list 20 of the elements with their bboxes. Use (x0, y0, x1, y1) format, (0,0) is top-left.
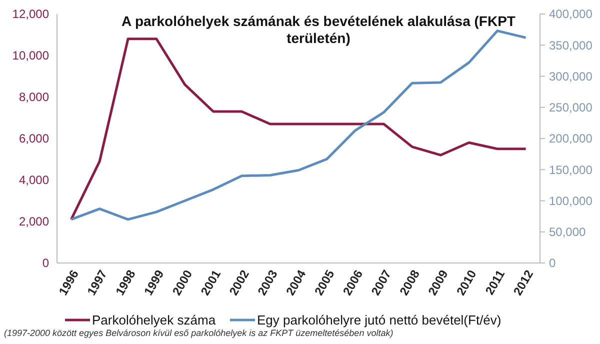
y-tick-label: 12,000 (12, 7, 50, 22)
y-tick-label: 0 (42, 256, 50, 270)
y2-tick-label: 150,000 (549, 162, 593, 177)
y-tick-label: 8,000 (18, 90, 50, 104)
y2-tick-label: 400,000 (549, 7, 593, 22)
y2-tick-label: 200,000 (549, 132, 593, 146)
y-tick-label: 2,000 (18, 214, 50, 229)
y2-tick-label: 0 (549, 256, 556, 270)
y-tick-label: 4,000 (18, 173, 50, 188)
text: A parkolóhelyek számának és bevételének alakulása (FKPT területén) (121, 13, 516, 46)
y2-tick-label: 50,000 (549, 225, 586, 240)
legend-label: Egy parkolóhelyre jutó nettó bevétel(Ft/év) (257, 312, 502, 328)
y-tick-label: 6,000 (18, 132, 50, 146)
y2-tick-label: 300,000 (549, 69, 593, 84)
y2-tick-label: 350,000 (549, 38, 593, 52)
y-tick-label: 10,000 (12, 48, 50, 63)
text: (1997-2000 között egyes Belvároson kívül eső parkolóhelyek is az FKPT üzemeltetésében voltak) (4, 328, 394, 338)
legend-label: Parkolóhelyek száma (92, 312, 216, 328)
y2-tick-label: 100,000 (549, 194, 593, 208)
y2-tick-label: 250,000 (549, 100, 593, 115)
